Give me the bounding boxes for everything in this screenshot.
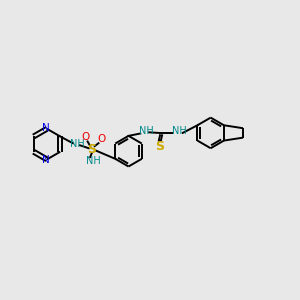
Text: S: S (155, 140, 164, 153)
Text: S: S (87, 143, 96, 156)
Text: O: O (97, 134, 106, 144)
Text: N: N (43, 123, 50, 133)
Text: N: N (43, 155, 50, 165)
Text: NH: NH (86, 157, 101, 166)
Text: NH: NH (70, 139, 84, 149)
Text: NH: NH (172, 126, 187, 136)
Text: O: O (81, 132, 89, 142)
Text: NH: NH (139, 126, 153, 136)
